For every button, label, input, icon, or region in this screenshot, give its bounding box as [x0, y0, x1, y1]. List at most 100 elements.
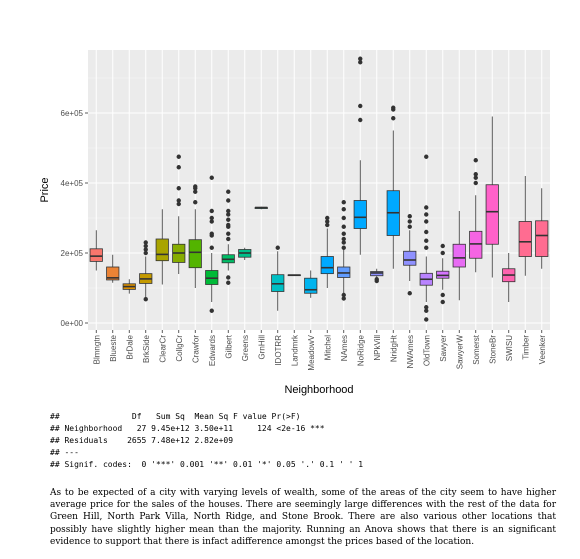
box-Sawyer	[436, 243, 450, 305]
outlier-point	[226, 280, 231, 285]
box-body	[155, 238, 169, 262]
anova-line: ## Neighborhood 27 9.45e+12 3.50e+11 124…	[50, 424, 325, 434]
outlier-point	[275, 245, 280, 250]
outlier-point	[440, 299, 445, 305]
x-tick-label: Landmrk	[290, 334, 299, 366]
anova-output: ## Df Sum Sq Mean Sq F value Pr(>F) ## Ne…	[50, 411, 363, 471]
anova-line: ## ---	[50, 448, 79, 458]
box-CollgCr	[172, 154, 186, 274]
outlier-point	[176, 165, 181, 170]
box-SawyerW	[452, 211, 466, 301]
outlier-point	[358, 60, 363, 65]
outlier-point	[143, 243, 148, 249]
outlier-point	[424, 238, 429, 243]
box-Somerst	[469, 158, 483, 273]
box-Edwards	[205, 175, 219, 313]
outlier-point	[176, 154, 181, 159]
x-tick-label: OldTown	[422, 335, 431, 366]
x-tick-label: NWAmes	[406, 335, 415, 368]
outlier-point	[209, 231, 214, 236]
y-tick-label: 0e+00	[61, 319, 84, 328]
x-tick-label: Mitchel	[323, 335, 332, 361]
outlier-point	[358, 103, 363, 109]
x-axis-ticks: Blmngtn Blueste BrDale BrkSide ClearCr CollgC…	[92, 330, 547, 371]
outlier-point	[325, 219, 330, 224]
outlier-point	[226, 189, 231, 194]
outlier-point	[226, 231, 231, 236]
outlier-point	[143, 250, 148, 256]
outlier-point	[341, 200, 346, 205]
x-tick-label: Crawfor	[191, 335, 200, 363]
box-Veenker	[535, 188, 549, 269]
box-Blueste	[106, 254, 120, 283]
y-axis-title: Price	[39, 177, 51, 202]
x-tick-label: Somerst	[472, 334, 481, 365]
box-GrnHill	[254, 206, 268, 210]
box-NAmes	[337, 200, 351, 301]
box-body	[106, 266, 120, 281]
outlier-point	[341, 224, 346, 229]
outlier-point	[209, 308, 214, 313]
x-tick-label: SawyerW	[455, 335, 464, 370]
box-Timber	[518, 176, 532, 276]
outlier-point	[341, 236, 346, 242]
x-tick-label: BrkSide	[142, 334, 151, 363]
y-tick-label: 6e+05	[61, 109, 84, 118]
x-tick-label: BrDale	[125, 334, 134, 359]
outlier-point	[407, 214, 412, 219]
outlier-point	[341, 215, 346, 221]
outlier-point	[209, 219, 214, 224]
x-tick-label: MeadowV	[307, 334, 316, 370]
outlier-point	[473, 158, 478, 163]
outlier-point	[176, 186, 181, 191]
x-tick-label: Blmngtn	[92, 335, 101, 364]
box-body	[535, 220, 549, 257]
box-body	[518, 221, 532, 257]
box-Landmrk	[287, 274, 301, 277]
outlier-point	[226, 198, 231, 203]
box-body	[403, 250, 417, 266]
box-BrkSide	[139, 240, 153, 302]
outlier-point	[424, 317, 429, 322]
box-body	[320, 256, 334, 275]
outlier-point	[193, 189, 198, 194]
outlier-point	[341, 240, 346, 245]
box-body	[188, 239, 202, 269]
x-tick-label: Edwards	[208, 335, 217, 366]
outlier-point	[424, 229, 429, 235]
outlier-point	[424, 305, 429, 310]
box-NridgHt	[386, 105, 400, 269]
outlier-point	[407, 219, 412, 224]
x-tick-label: Sawyer	[439, 335, 448, 362]
x-tick-label: Gilbert	[224, 334, 233, 358]
box-Mitchel	[320, 215, 334, 288]
x-tick-label: CollgCr	[175, 335, 184, 362]
outlier-point	[407, 291, 412, 296]
anova-line: ## Signif. codes: 0 '***' 0.001 '**' 0.0…	[50, 460, 364, 470]
box-Blmngtn	[89, 230, 103, 271]
x-tick-label: StoneBr	[488, 335, 497, 364]
box-series	[89, 56, 549, 322]
outlier-point	[374, 277, 379, 282]
x-tick-label: Veenker	[538, 335, 547, 365]
x-tick-label: SWISU	[505, 335, 514, 361]
outlier-point	[176, 198, 181, 203]
outlier-point	[391, 105, 396, 110]
outlier-point	[341, 207, 346, 212]
x-tick-label: NPkVill	[373, 335, 382, 361]
outlier-point	[440, 250, 445, 256]
box-body	[353, 200, 367, 229]
x-tick-label: GrnHill	[257, 335, 266, 360]
outlier-point	[440, 292, 445, 298]
y-tick-label: 4e+05	[61, 179, 84, 188]
outlier-point	[341, 231, 346, 236]
x-tick-label: NoRidge	[356, 334, 365, 366]
x-tick-label: NAmes	[340, 335, 349, 361]
outlier-point	[209, 175, 214, 180]
x-tick-label: Blueste	[109, 334, 118, 361]
outlier-point	[424, 212, 429, 217]
outlier-point	[193, 200, 198, 205]
outlier-point	[209, 215, 214, 221]
box-NPkVill	[370, 268, 384, 284]
outlier-point	[424, 219, 429, 224]
